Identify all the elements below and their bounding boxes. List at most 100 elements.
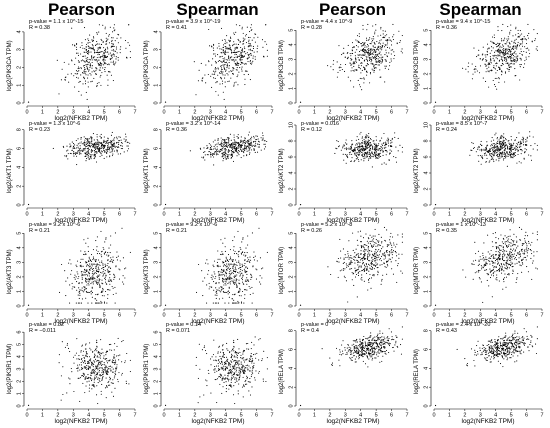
scatter-point: [527, 248, 530, 250]
x-tick-label: 2: [193, 212, 196, 218]
scatter-point: [250, 54, 252, 56]
scatter-point: [216, 292, 218, 294]
scatter-point: [516, 277, 518, 279]
scatter-point: [120, 142, 122, 144]
scatter-point: [520, 51, 522, 53]
scatter-point: [242, 37, 244, 39]
scatter-point: [211, 86, 213, 88]
scatter-point: [366, 46, 368, 48]
scatter-point: [509, 250, 511, 253]
scatter-point: [164, 203, 167, 206]
scatter-point: [352, 69, 354, 71]
scatter-point: [502, 147, 504, 149]
scatter-point: [398, 253, 400, 255]
scatter-point: [361, 154, 363, 156]
scatter-point: [77, 273, 79, 275]
scatter-point: [349, 151, 351, 153]
scatter-point: [383, 258, 385, 260]
scatter-point: [224, 275, 226, 277]
scatter-point: [231, 148, 234, 150]
scatter-point: [386, 273, 388, 275]
scatter-point: [361, 148, 363, 151]
scatter-point: [351, 268, 353, 270]
scatter-point: [67, 277, 69, 279]
scatter-point: [357, 271, 359, 273]
scatter-point: [221, 140, 223, 142]
scatter-point: [354, 252, 356, 254]
scatter-point: [351, 49, 353, 51]
scatter-point: [522, 138, 524, 140]
scatter-point: [504, 48, 506, 50]
scatter-point: [103, 51, 105, 53]
scatter-point: [484, 152, 486, 154]
scatter-point: [382, 56, 384, 58]
scatter-point: [363, 244, 365, 246]
scatter-point: [382, 151, 384, 153]
scatter-point: [362, 150, 364, 152]
scatter-point: [240, 156, 242, 159]
scatter-point: [89, 155, 91, 158]
x-tick-label: 5: [510, 212, 513, 218]
scatter-point: [234, 281, 236, 283]
scatter-point: [401, 146, 403, 148]
scatter-point: [82, 265, 84, 267]
scatter-point: [343, 275, 345, 277]
scatter-point: [92, 281, 95, 283]
y-tick-label: 2: [154, 185, 160, 188]
scatter-point: [367, 60, 369, 62]
scatter-point: [98, 46, 100, 49]
scatter-point: [221, 251, 223, 253]
scatter-point: [79, 292, 81, 294]
scatter-point: [189, 150, 191, 152]
y-axis-label: log2(AKT3 TPM): [7, 249, 13, 294]
scatter-point: [232, 51, 234, 53]
scatter-point: [359, 77, 361, 79]
scatter-point: [231, 56, 233, 58]
scatter-point: [108, 63, 110, 65]
scatter-point: [350, 148, 352, 150]
scatter-point: [125, 133, 127, 135]
scatter-point: [233, 50, 235, 52]
scatter-point: [479, 143, 482, 145]
scatter-point: [123, 283, 125, 285]
scatter-point: [88, 69, 90, 71]
scatter-point: [492, 55, 494, 57]
scatter-point: [367, 257, 369, 259]
scatter-point: [225, 52, 227, 54]
scatter-point: [348, 255, 350, 257]
scatter-point: [90, 278, 92, 280]
scatter-point: [221, 148, 223, 150]
scatter-point: [530, 145, 532, 147]
scatter-point: [93, 77, 95, 79]
scatter-point: [94, 259, 96, 261]
scatter-point: [504, 43, 506, 45]
scatter-point: [245, 146, 247, 148]
scatter-point: [482, 158, 484, 160]
x-tick-label: 4: [494, 110, 497, 116]
scatter-point: [520, 145, 522, 147]
scatter-point: [373, 65, 375, 67]
scatter-point: [208, 61, 210, 63]
scatter-point: [513, 45, 515, 47]
scatter-point: [366, 258, 369, 261]
scatter-point: [98, 56, 100, 58]
scatter-point: [526, 235, 529, 237]
scatter-point: [390, 44, 393, 46]
scatter-point: [244, 259, 246, 261]
x-tick-label: 0: [432, 212, 435, 218]
scatter-point: [78, 90, 80, 93]
scatter-point: [103, 140, 105, 142]
scatter-point: [369, 243, 371, 245]
scatter-point: [85, 64, 87, 66]
scatter-point: [78, 151, 80, 153]
scatter-point: [481, 54, 483, 56]
scatter-point: [116, 37, 118, 39]
scatter-point: [490, 40, 492, 42]
scatter-point: [506, 49, 508, 51]
scatter-point: [487, 151, 489, 154]
scatter-point: [98, 43, 100, 45]
scatter-point: [375, 265, 377, 267]
scatter-point: [377, 49, 380, 51]
scatter-point: [229, 274, 231, 276]
